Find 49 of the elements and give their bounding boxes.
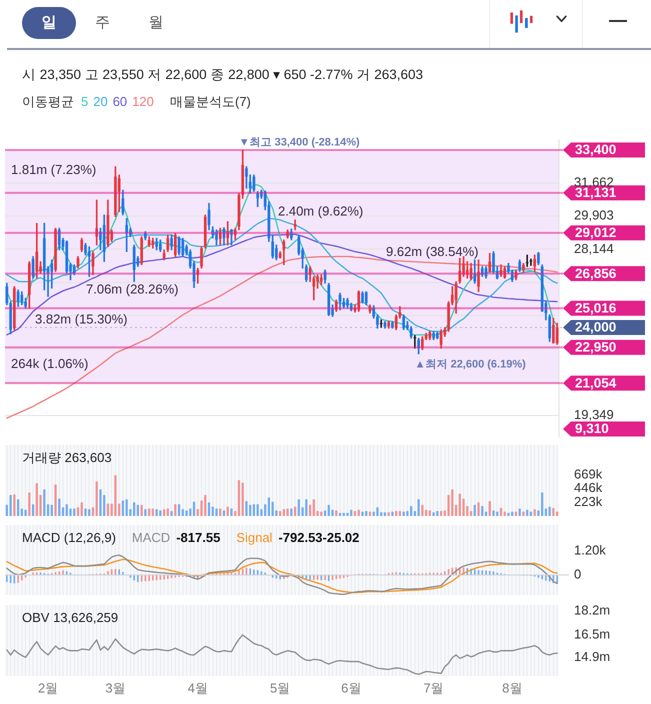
annotation: ▲최저 22,600 (6.19%) <box>414 358 526 370</box>
annotation: -792.53 <box>278 530 323 545</box>
text: 9,310 <box>575 421 609 436</box>
y-tick-label: 16.5m <box>574 626 610 642</box>
annotation: -25.02 <box>322 530 360 545</box>
y-tick-label: 669k <box>574 466 603 482</box>
legend-title: 이동평균 <box>22 94 74 109</box>
annotation: ▼최고 33,400 (-28.14%) <box>238 136 360 149</box>
text: 120 <box>132 94 154 109</box>
y-tick-label: 14.9m <box>574 649 610 664</box>
ref-line-label: 26,856 <box>575 266 617 281</box>
ref-line-label: 25,016 <box>575 300 617 316</box>
y-tick-label: 0 <box>574 566 582 582</box>
ref-line-label: 29,012 <box>575 225 616 240</box>
chart-subtitle: 시 23,350 고 23,550 저 22,600 종 22,800 ▾ 650 -2.77% 거 263,603 <box>22 66 424 84</box>
band-label: 1.81m (7.23%) <box>11 162 96 178</box>
y-tick-label: 18.2m <box>574 602 610 618</box>
text: 20 <box>93 94 108 109</box>
text: 60 <box>112 94 128 109</box>
band-label: 7.06m (28.26%) <box>86 282 178 297</box>
x-tick-label: 6월 <box>341 680 362 696</box>
y-tick-label: 19,349 <box>574 406 614 422</box>
chart-title: 거래량 263,603 <box>22 450 112 465</box>
x-tick-label: 5월 <box>270 680 290 696</box>
band-label: 2.40m (9.62%) <box>278 203 364 218</box>
band-label: 9.62m (38.54%) <box>386 244 478 259</box>
x-tick-label: 8월 <box>502 680 522 696</box>
series-label: Signal <box>236 530 272 545</box>
ref-line-label: 24,000 <box>575 320 616 335</box>
x-tick-label: 7월 <box>423 680 444 696</box>
series-label: MACD <box>132 530 170 545</box>
ref-line-label: 22,950 <box>575 340 616 355</box>
ref-line-label: 33,400 <box>575 142 616 158</box>
x-tick-label: 3월 <box>105 680 126 696</box>
chart-title: OBV 13,626,259 <box>22 610 118 625</box>
x-tick-label: 2월 <box>38 680 58 696</box>
text: 매물분석도(7) <box>170 93 251 111</box>
x-tick-label: 4월 <box>188 680 208 696</box>
y-tick-label: 446k <box>574 480 603 496</box>
y-tick-label: 29,903 <box>574 208 614 223</box>
ref-line-label: 21,054 <box>575 375 617 390</box>
chart-title: MACD (12,26,9) <box>22 530 116 545</box>
annotation: -817.55 <box>176 530 220 545</box>
text: 5 <box>81 94 88 109</box>
band-label: 264k (1.06%) <box>11 356 88 371</box>
y-tick-label: 223k <box>574 494 603 509</box>
y-tick-label: 1.20k <box>574 542 606 558</box>
band-label: 3.82m (15.30%) <box>35 311 128 326</box>
y-tick-label: 28,144 <box>574 240 614 256</box>
